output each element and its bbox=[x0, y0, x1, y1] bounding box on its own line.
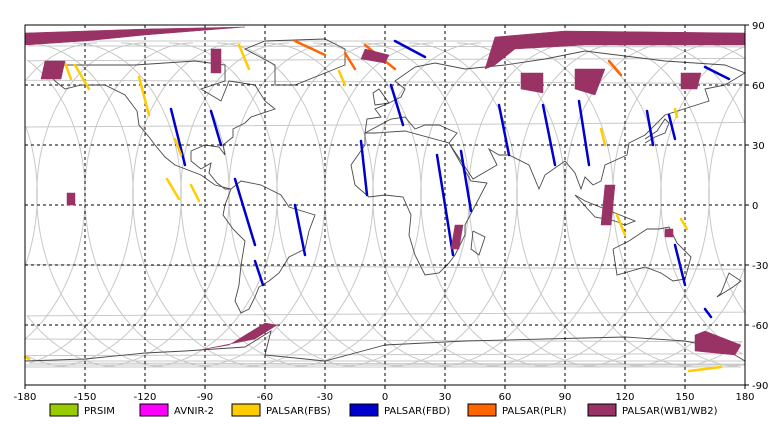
swath-strip bbox=[233, 177, 257, 247]
legend: PRSIM AVNIR-2 PALSAR(FBS) PALSAR(FBD) PALSAR… bbox=[49, 403, 718, 417]
swath-strip bbox=[673, 243, 687, 287]
swath-polygon bbox=[484, 30, 746, 70]
swath-polygon bbox=[40, 60, 66, 80]
coastline bbox=[716, 272, 742, 298]
swath-strip bbox=[393, 39, 427, 59]
legend-label: PALSAR(FBS) bbox=[266, 406, 331, 417]
swath-strip bbox=[435, 153, 455, 257]
legend-swatch bbox=[139, 403, 169, 417]
swath-strip bbox=[497, 103, 511, 157]
legend-label: AVNIR-2 bbox=[174, 406, 214, 417]
swath-strip bbox=[607, 59, 623, 77]
lat-lon-grid bbox=[25, 25, 745, 385]
legend-swatch bbox=[49, 403, 79, 417]
x-tick-label: 180 bbox=[735, 392, 754, 403]
coastline bbox=[612, 226, 692, 282]
swath-strip bbox=[703, 307, 713, 319]
legend-label: PALSAR(PLR) bbox=[502, 406, 567, 417]
swath-strip bbox=[679, 217, 689, 231]
acquisition-footprints bbox=[23, 26, 746, 373]
y-tick-label: -30 bbox=[752, 261, 768, 272]
swath-strip bbox=[541, 103, 557, 167]
swath-strip bbox=[173, 137, 183, 157]
swath-strip bbox=[209, 109, 223, 147]
swath-strip bbox=[253, 259, 265, 287]
coastline bbox=[364, 50, 747, 191]
swath-strip bbox=[687, 365, 723, 373]
legend-swatch bbox=[349, 403, 379, 417]
swath-polygon bbox=[450, 224, 464, 250]
swath-polygon bbox=[360, 48, 390, 64]
swath-strip bbox=[703, 65, 731, 81]
swath-strip bbox=[615, 213, 627, 237]
x-tick-label: 0 bbox=[382, 392, 388, 403]
legend-label: PALSAR(WB1/WB2) bbox=[622, 406, 718, 417]
coastline bbox=[222, 180, 316, 314]
swath-polygon bbox=[66, 192, 76, 206]
swath-polygon bbox=[520, 72, 544, 94]
swath-strip bbox=[599, 127, 607, 147]
swath-polygon bbox=[600, 184, 616, 226]
coastline bbox=[372, 88, 390, 106]
swath-strip bbox=[343, 51, 357, 71]
legend-label: PALSAR(FBD) bbox=[384, 406, 450, 417]
swath-polygon bbox=[680, 72, 702, 90]
swath-strip bbox=[237, 43, 251, 71]
y-tick-label: 0 bbox=[752, 201, 758, 212]
swath-strip bbox=[137, 75, 151, 117]
swath-polygon bbox=[694, 330, 742, 356]
swath-strip bbox=[293, 39, 327, 57]
x-tick-label: 30 bbox=[439, 392, 452, 403]
swath-strip bbox=[73, 63, 91, 91]
y-tick-label: -60 bbox=[752, 321, 768, 332]
axis-labels: -180 -150 -120 -90 -60 -30 0 30 60 90 120 150 180 90 6… bbox=[14, 21, 769, 403]
swath-polygon bbox=[574, 68, 606, 96]
coastline bbox=[470, 230, 486, 256]
y-tick-label: 60 bbox=[752, 81, 765, 92]
x-tick-label: -150 bbox=[74, 392, 97, 403]
swath-strip bbox=[165, 177, 181, 201]
y-tick-label: 30 bbox=[752, 141, 765, 152]
swath-strip bbox=[459, 149, 473, 213]
y-tick-label: -90 bbox=[752, 381, 768, 392]
swath-strip bbox=[389, 83, 405, 127]
swath-polygon bbox=[664, 228, 674, 238]
swath-polygon bbox=[210, 48, 222, 74]
swath-strip bbox=[337, 69, 347, 87]
legend-swatch bbox=[587, 403, 617, 417]
y-tick-label: 90 bbox=[752, 21, 765, 32]
x-tick-label: -30 bbox=[317, 392, 333, 403]
swath-strip bbox=[667, 113, 677, 141]
swath-strip bbox=[169, 107, 187, 167]
swath-strip bbox=[577, 99, 591, 167]
x-tick-label: -90 bbox=[197, 392, 213, 403]
swath-strip bbox=[23, 355, 31, 361]
legend-swatch bbox=[467, 403, 497, 417]
swath-strip bbox=[293, 203, 307, 257]
x-tick-label: -120 bbox=[134, 392, 157, 403]
swath-polygon bbox=[204, 322, 278, 350]
world-coastlines bbox=[24, 38, 747, 362]
legend-label: PRSIM bbox=[84, 406, 115, 417]
coastline bbox=[350, 130, 488, 276]
swath-strip bbox=[359, 139, 369, 197]
coastline bbox=[644, 118, 670, 144]
x-tick-label: 60 bbox=[499, 392, 512, 403]
x-tick-label: 150 bbox=[675, 392, 694, 403]
x-tick-label: 120 bbox=[615, 392, 634, 403]
x-tick-label: -180 bbox=[14, 392, 37, 403]
swath-strip bbox=[673, 107, 679, 119]
swath-strip bbox=[63, 61, 73, 81]
legend-swatch bbox=[231, 403, 261, 417]
coastline bbox=[574, 194, 637, 226]
coastline bbox=[48, 60, 276, 190]
swath-strip bbox=[645, 109, 655, 147]
x-tick-label: 90 bbox=[559, 392, 572, 403]
swath-strip bbox=[189, 183, 201, 203]
x-tick-label: -60 bbox=[257, 392, 273, 403]
